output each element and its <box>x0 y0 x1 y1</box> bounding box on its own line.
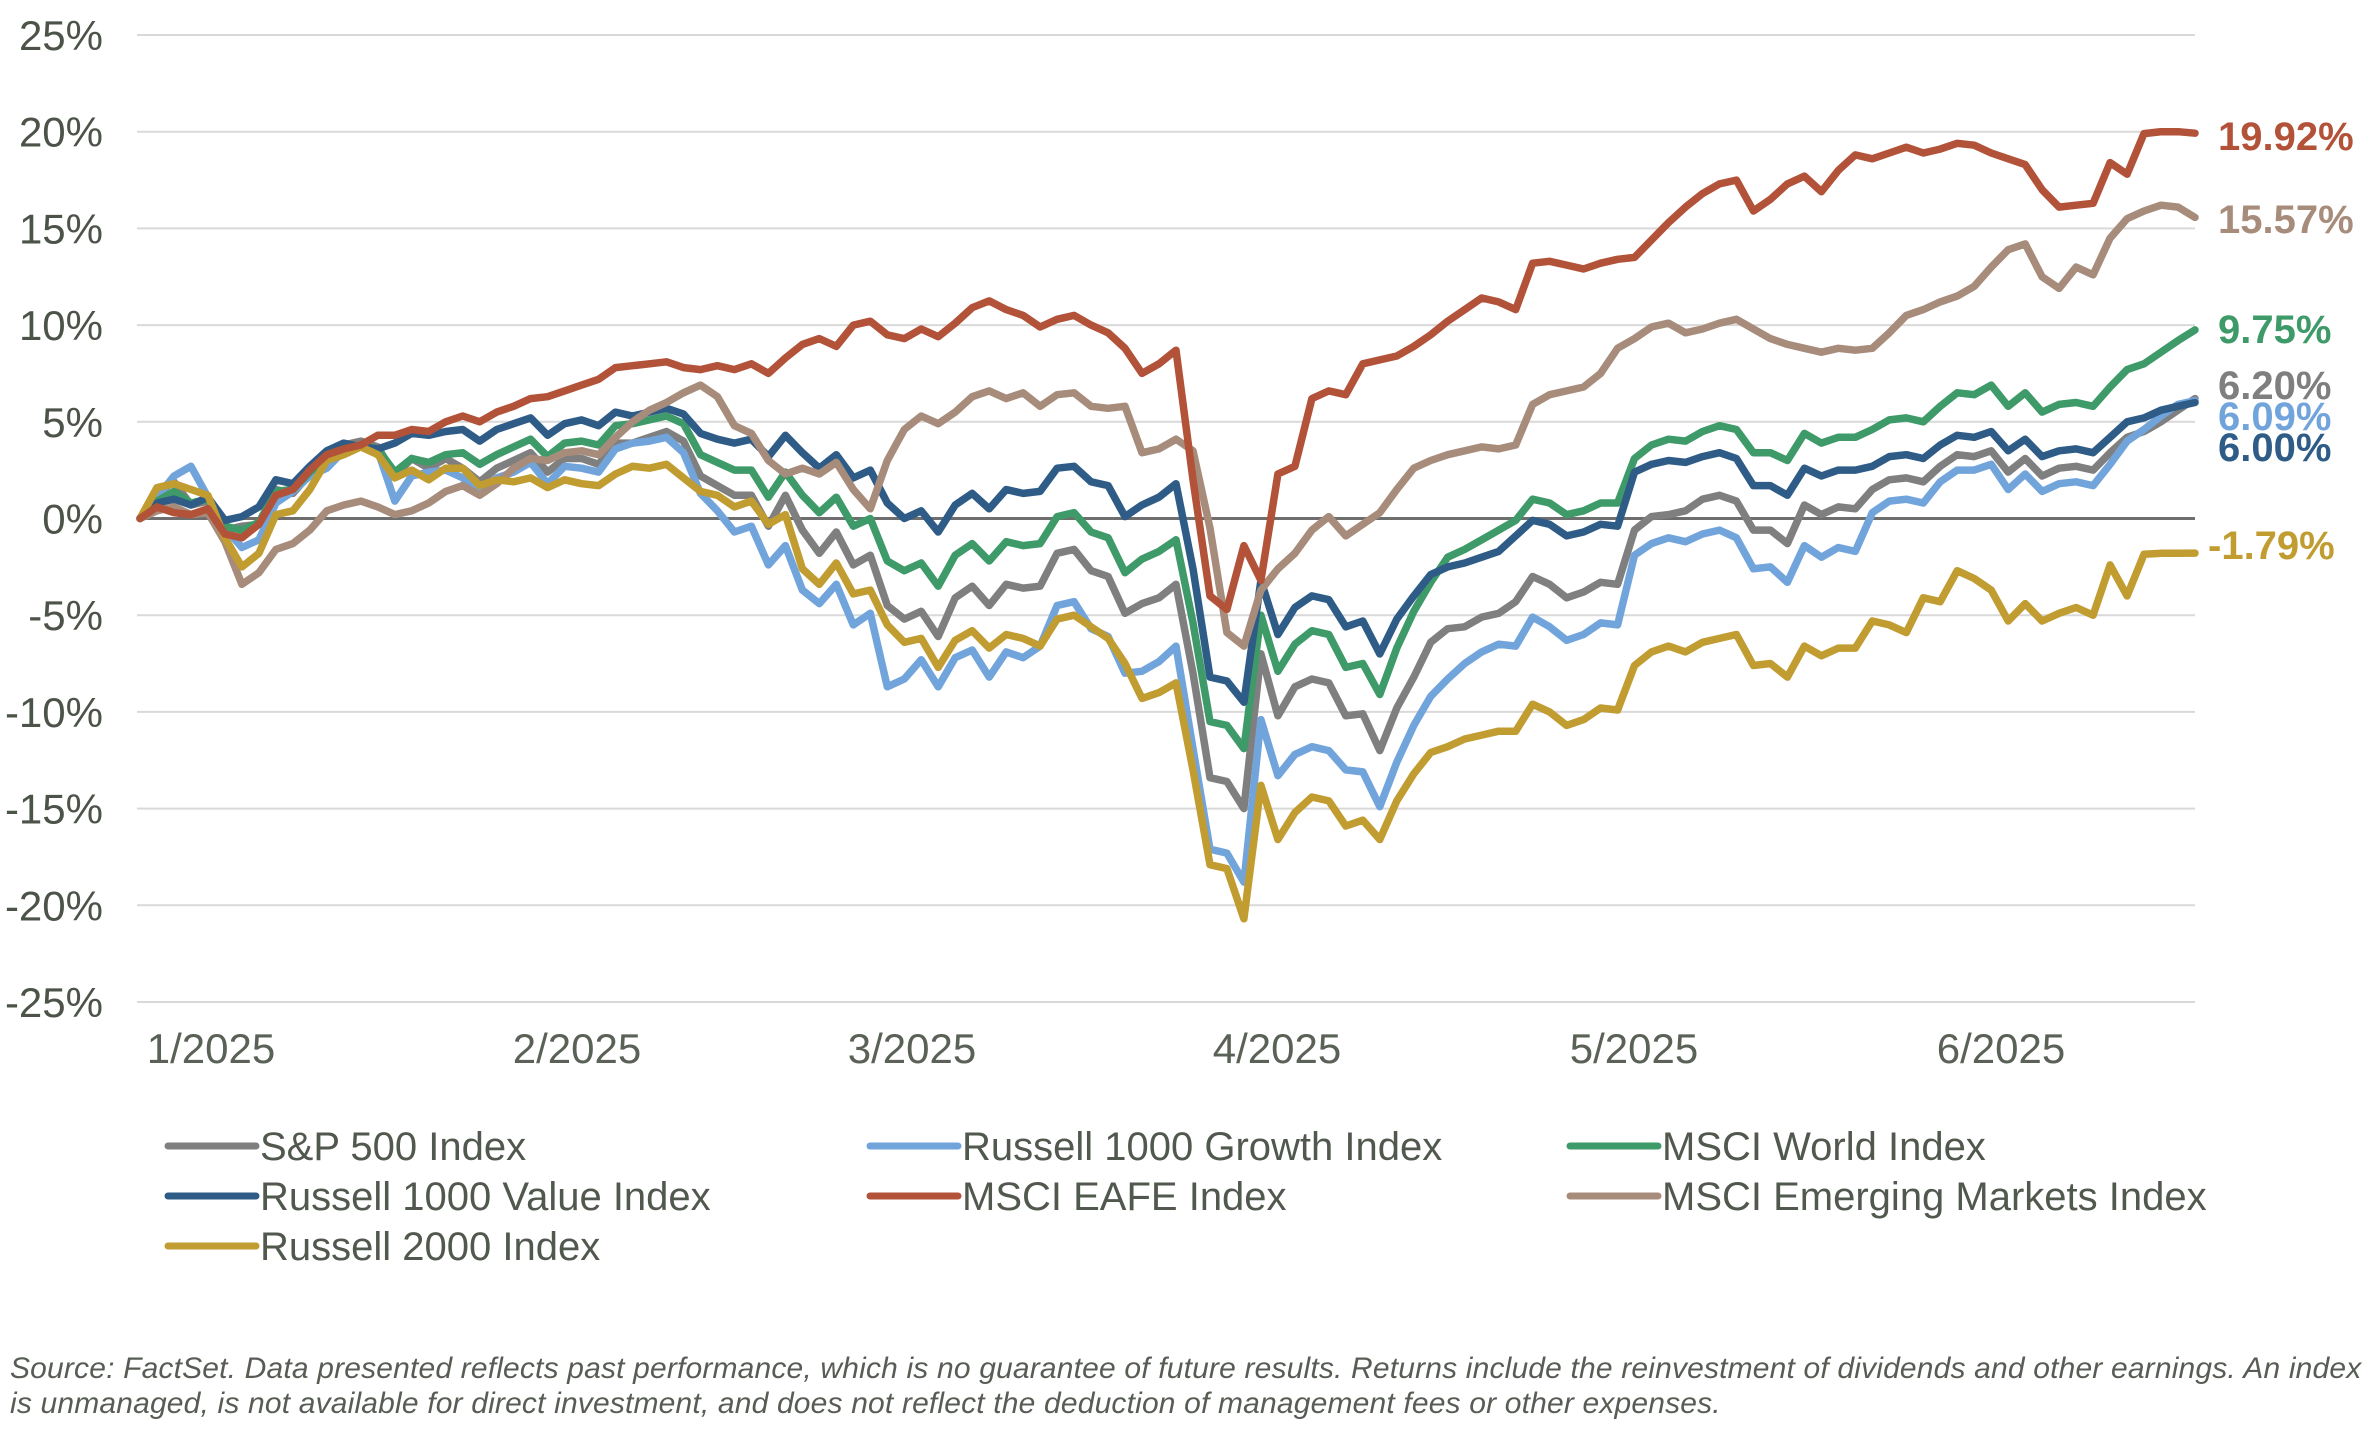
svg-text:10%: 10% <box>19 302 103 349</box>
svg-text:Source: FactSet. Data presente: Source: FactSet. Data presented reflects… <box>10 1352 2362 1385</box>
svg-text:20%: 20% <box>19 109 103 156</box>
svg-text:2/2025: 2/2025 <box>513 1025 641 1072</box>
svg-text:3/2025: 3/2025 <box>848 1025 976 1072</box>
svg-text:6.20%: 6.20% <box>2218 364 2331 408</box>
svg-text:is unmanaged, is not available: is unmanaged, is not available for direc… <box>10 1387 1721 1420</box>
svg-text:4/2025: 4/2025 <box>1213 1025 1341 1072</box>
svg-text:15.57%: 15.57% <box>2218 198 2354 242</box>
svg-text:-5%: -5% <box>28 592 103 639</box>
svg-text:Russell 1000 Value Index: Russell 1000 Value Index <box>260 1175 711 1219</box>
svg-text:6.00%: 6.00% <box>2218 426 2331 470</box>
svg-text:S&P 500 Index: S&P 500 Index <box>260 1125 526 1169</box>
svg-text:-10%: -10% <box>5 689 103 736</box>
svg-text:6.09%: 6.09% <box>2218 395 2331 439</box>
svg-text:0%: 0% <box>42 496 103 543</box>
svg-text:Russell 2000 Index: Russell 2000 Index <box>260 1225 600 1269</box>
svg-text:MSCI World Index: MSCI World Index <box>1662 1125 1986 1169</box>
svg-text:-20%: -20% <box>5 882 103 929</box>
svg-text:6/2025: 6/2025 <box>1937 1025 2065 1072</box>
svg-text:25%: 25% <box>19 12 103 59</box>
svg-text:MSCI EAFE Index: MSCI EAFE Index <box>962 1175 1287 1219</box>
svg-text:-25%: -25% <box>5 979 103 1026</box>
svg-text:Russell 1000 Growth Index: Russell 1000 Growth Index <box>962 1125 1442 1169</box>
svg-text:5/2025: 5/2025 <box>1570 1025 1698 1072</box>
svg-text:5%: 5% <box>42 399 103 446</box>
svg-text:-15%: -15% <box>5 786 103 833</box>
svg-text:19.92%: 19.92% <box>2218 115 2354 159</box>
svg-text:-1.79%: -1.79% <box>2208 524 2335 568</box>
svg-text:15%: 15% <box>19 205 103 252</box>
svg-text:9.75%: 9.75% <box>2218 308 2331 352</box>
svg-text:1/2025: 1/2025 <box>147 1025 275 1072</box>
svg-text:MSCI Emerging Markets Index: MSCI Emerging Markets Index <box>1662 1175 2207 1219</box>
